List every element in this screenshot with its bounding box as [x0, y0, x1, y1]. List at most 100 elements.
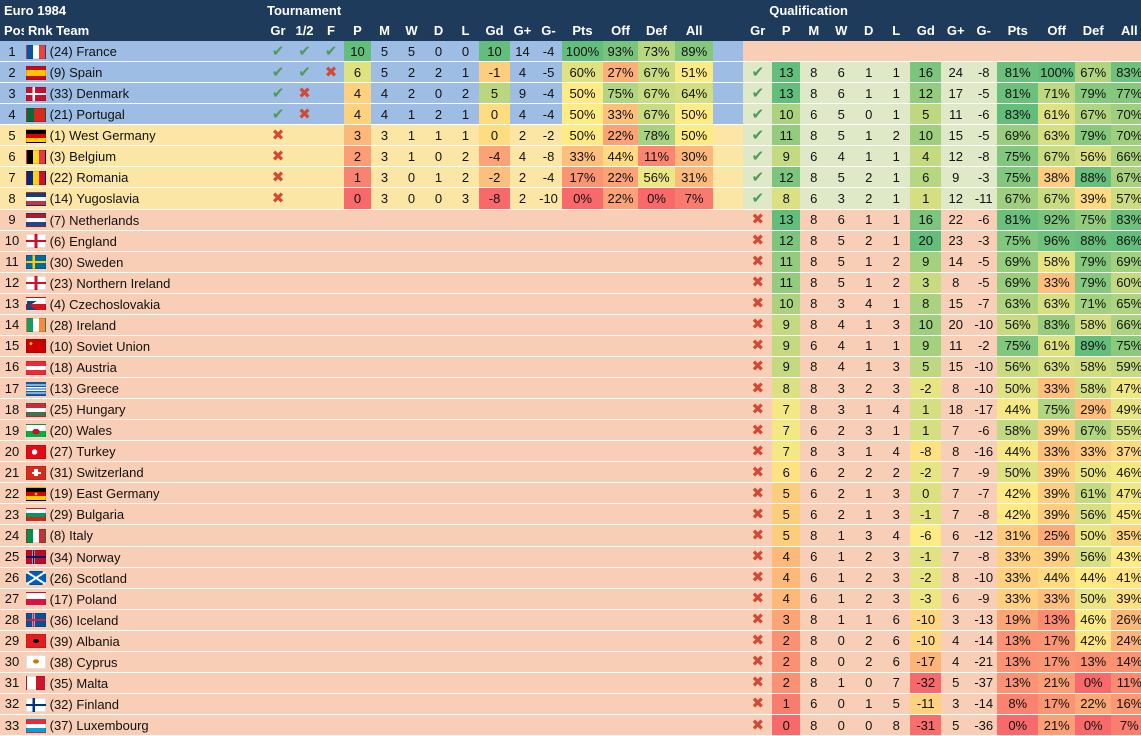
qualification-gd-cell: 5: [910, 103, 942, 126]
tournament-m-cell: 3: [371, 187, 399, 210]
tournament-gplus-cell: [510, 588, 536, 610]
qualification-pts-cell: 83%: [997, 103, 1039, 126]
tournament-m-cell: [371, 567, 399, 589]
qualification-col-header: P: [772, 20, 801, 41]
qualification-gminus-cell: -8: [970, 61, 998, 84]
team-name: Turkey: [76, 444, 116, 460]
pos-cell: 24: [0, 524, 24, 547]
tournament-pts-cell: [562, 546, 604, 568]
team-rank: (3): [49, 149, 66, 165]
tournament-gr-cell: ✔: [265, 61, 292, 84]
qualification-pts-cell: 13%: [997, 651, 1039, 673]
qualification-gminus-cell: -3: [970, 230, 998, 252]
pos-cell: 26: [0, 567, 24, 589]
pos-cell: 32: [0, 693, 24, 716]
tournament-l-cell: [452, 567, 480, 589]
qualification-gd-cell: -10: [910, 609, 942, 631]
qualification-d-cell: 1: [855, 251, 883, 273]
qualification-m-cell: 8: [800, 82, 828, 105]
tournament-d-cell: [425, 482, 453, 505]
qualification-p-cell: 7: [772, 398, 801, 421]
tournament-def-cell: [638, 377, 676, 400]
tournament-all-cell: [675, 335, 714, 357]
tournament-def-cell: [638, 693, 676, 716]
qualification-gminus-cell: -10: [970, 314, 998, 336]
team-rank: (29): [49, 507, 73, 523]
qualification-gr-cell: ✖: [743, 356, 773, 379]
qualification-m-cell: 6: [800, 103, 828, 126]
qualification-d-cell: 0: [855, 714, 883, 736]
qualification-gplus-cell: 4: [941, 630, 971, 652]
team-cell: (4) Czechoslovakia: [24, 293, 266, 315]
poland-flag: [26, 592, 46, 607]
tournament-p-cell: 10: [344, 41, 372, 63]
tournament-all-cell: [675, 209, 714, 231]
tournament-final-cell: [318, 440, 345, 463]
northern-ireland-flag: [26, 276, 46, 291]
tournament-gd-cell: [479, 672, 511, 694]
switzerland-flag: [26, 465, 46, 480]
tournament-def-cell: [638, 293, 676, 315]
tournament-all-cell: 50%: [675, 103, 714, 126]
qualification-gminus-cell: -5: [970, 82, 998, 105]
tournament-gd-cell: [479, 377, 511, 400]
tournament-l-cell: [452, 714, 480, 736]
tournament-pts-cell: 60%: [562, 61, 604, 84]
qualification-p-cell: 1: [772, 693, 801, 716]
tournament-l-cell: 1: [452, 103, 480, 126]
tournament-gminus-cell: [535, 209, 563, 231]
qualification-gr-cross-icon: ✖: [751, 611, 765, 629]
team-rank: (1): [49, 128, 66, 144]
table-row: 31 (35) Malta ✖ 2 8 1 0 7 -32 5 -37 13% 21% 0% 11%: [0, 672, 1141, 694]
tournament-col-header: Pts: [562, 20, 604, 41]
tournament-gr-cell: ✖: [265, 187, 292, 210]
tournament-final-cell: [318, 124, 345, 147]
tournament-gr-cell: [265, 672, 292, 694]
qualification-gr-check-icon: ✔: [751, 84, 765, 102]
norway-flag: [26, 550, 46, 565]
qualification-pts-cell: 8%: [997, 693, 1039, 716]
column-spacer: [713, 377, 744, 400]
qualification-off-cell: [1038, 41, 1076, 63]
qualification-p-cell: 5: [772, 524, 801, 547]
qualification-def-cell: 13%: [1075, 651, 1112, 673]
tournament-gplus-cell: [510, 251, 536, 273]
qualification-all-cell: 24%: [1111, 630, 1141, 652]
qualification-w-cell: 2: [827, 482, 856, 505]
tournament-d-cell: 0: [425, 187, 453, 210]
tournament-gr-cell: ✔: [265, 103, 292, 126]
tournament-off-cell: [603, 693, 639, 716]
qualification-p-cell: 8: [772, 377, 801, 400]
tournament-m-cell: [371, 693, 399, 716]
tournament-w-cell: [398, 398, 426, 421]
tournament-m-cell: [371, 335, 399, 357]
tournament-final-cell: [318, 145, 345, 168]
tournament-off-cell: [603, 609, 639, 631]
tournament-off-cell: [603, 524, 639, 547]
qualification-gr-cross-icon: ✖: [751, 274, 765, 292]
tournament-w-cell: [398, 314, 426, 336]
tournament-off-cell: [603, 398, 639, 421]
tournament-def-cell: [638, 230, 676, 252]
tournament-d-cell: [425, 293, 453, 315]
table-row: 12 (23) Northern Ireland ✖ 11 8 5 1 2 3 8 -5 69% 33…: [0, 272, 1141, 294]
qualification-pts-cell: [997, 41, 1039, 63]
tournament-gplus-cell: [510, 293, 536, 315]
tournament-d-cell: [425, 588, 453, 610]
team-name: England: [69, 233, 117, 249]
qualification-m-cell: 6: [800, 482, 828, 505]
team-cell: (35) Malta: [24, 672, 266, 694]
qualification-gr-cross-icon: ✖: [751, 505, 765, 523]
qualification-def-cell: 71%: [1075, 293, 1112, 315]
qualification-m-cell: 6: [800, 461, 828, 484]
tournament-m-cell: 5: [371, 41, 399, 63]
tournament-m-cell: [371, 714, 399, 736]
tournament-gr-cell: [265, 524, 292, 547]
tournament-d-cell: [425, 567, 453, 589]
tournament-l-cell: [452, 356, 480, 379]
tournament-def-cell: [638, 503, 676, 526]
tournament-w-cell: [398, 546, 426, 568]
column-spacer: [713, 314, 744, 336]
tournament-semi-cell: ✖: [291, 82, 319, 105]
qualification-w-cell: 0: [827, 630, 856, 652]
